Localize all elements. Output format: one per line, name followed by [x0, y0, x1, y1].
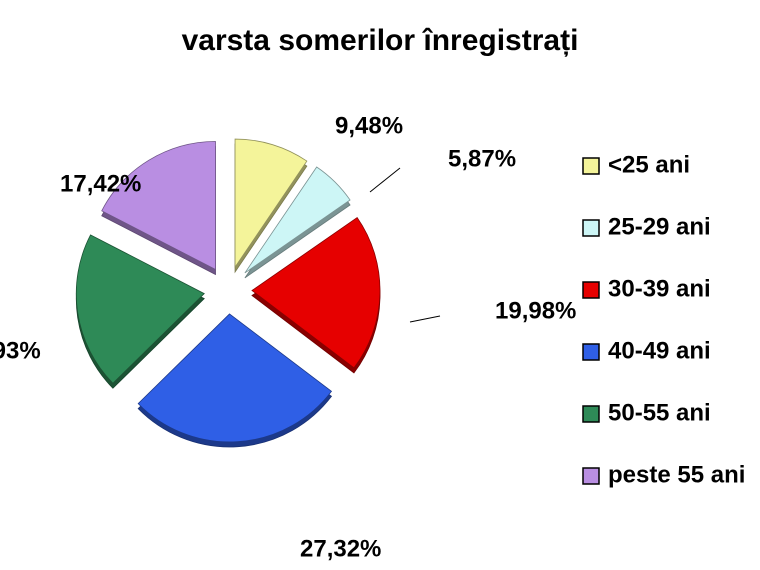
leader-line: [409, 315, 441, 323]
slice: [137, 313, 333, 443]
data-label: 17,42%: [60, 170, 141, 197]
data-label: 9,48%: [335, 112, 403, 139]
legend-swatch: [582, 343, 600, 361]
legend-label: 30-39 ani: [608, 275, 711, 302]
legend-swatch: [582, 219, 600, 237]
slice: [251, 217, 381, 369]
legend-label: 40-49 ani: [608, 337, 711, 364]
legend-swatch: [582, 281, 600, 299]
legend-swatch: [582, 405, 600, 423]
slice: [75, 234, 205, 384]
chart-title: varsta somerilor înregistrați: [182, 24, 579, 57]
slice: [234, 138, 308, 269]
legend-label: 50-55 ani: [608, 399, 711, 426]
slice: [101, 141, 216, 271]
legend-label: 25-29 ani: [608, 213, 711, 240]
data-label: 19,93%: [0, 337, 41, 364]
leader-line: [369, 167, 401, 193]
legend-label: <25 ani: [608, 151, 690, 178]
legend-swatch: [582, 157, 600, 175]
data-label: 27,32%: [300, 535, 381, 562]
slice: [244, 166, 351, 274]
legend-label: peste 55 ani: [608, 461, 745, 488]
data-label: 19,98%: [495, 297, 576, 324]
legend-swatch: [582, 467, 600, 485]
data-label: 5,87%: [448, 145, 516, 172]
